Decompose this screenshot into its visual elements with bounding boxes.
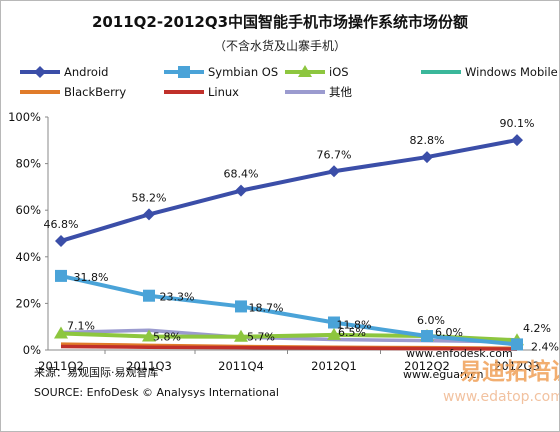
legend-item: Symbian OS [164, 65, 278, 79]
data-point [511, 134, 523, 147]
legend-marker [298, 65, 312, 77]
x-tick-label: 2012Q1 [311, 359, 357, 373]
data-label: 46.8% [44, 218, 79, 231]
legend-item: Linux [164, 85, 239, 99]
x-tick-label: 2011Q3 [126, 359, 172, 373]
x-tick-label: 2012Q2 [404, 359, 450, 373]
data-label: 31.8% [74, 271, 109, 284]
y-tick-label: 80% [15, 157, 41, 171]
data-label: 58.2% [132, 191, 167, 204]
data-labels: 46.8% 58.2% 68.4% 76.7% 82.8% 90.1% 31.8% 23.3%… [44, 117, 559, 353]
y-tick-label: 0% [23, 343, 41, 357]
x-tick-label: 2011Q4 [218, 359, 264, 373]
y-tick-label: 100% [8, 110, 41, 124]
data-label: 6.5% [338, 326, 366, 339]
data-label: 4.2% [523, 322, 551, 335]
data-point [328, 316, 340, 329]
data-label: 82.8% [410, 134, 445, 147]
watermark-url: www.edatop.com [443, 389, 559, 405]
legend-label: BlackBerry [64, 85, 126, 99]
data-point [142, 329, 156, 342]
data-point [235, 300, 247, 313]
legend-item: Windows Mobile [421, 65, 558, 79]
site-mid: www.enfodesk.com [406, 347, 513, 360]
data-label: 6.0% [417, 314, 445, 327]
legend-marker [34, 66, 46, 78]
watermark-text: 易迪拓培训 [459, 358, 559, 385]
x-tick-label: 2011Q2 [38, 359, 84, 373]
legend-label: Windows Mobile [465, 65, 558, 79]
legend-label: iOS [329, 65, 349, 79]
legend-label: Linux [208, 85, 239, 99]
y-axis-ticks: 0% 20% 40% 60% 80% 100% [8, 110, 48, 357]
x-tick-label: 2012Q3 [494, 359, 540, 373]
series-line [60, 273, 518, 347]
data-point [54, 326, 68, 339]
source-en: SOURCE: EnfoDesk © Analysys Internationa… [34, 386, 279, 399]
data-label: 7.1% [67, 319, 95, 332]
legend-item: Android [20, 65, 108, 79]
data-label: 90.1% [500, 117, 535, 130]
data-label: 2.4% [531, 340, 559, 353]
series-group [54, 134, 524, 351]
data-point [235, 184, 247, 197]
data-point [55, 269, 67, 282]
legend-item: 其他 [285, 85, 352, 99]
series-line [60, 138, 518, 243]
legend-label: 其他 [329, 85, 352, 99]
data-point [421, 151, 433, 164]
y-tick-label: 20% [15, 296, 41, 310]
legend-label: Android [64, 65, 108, 79]
data-point [55, 234, 67, 247]
data-label: 6.0% [435, 326, 463, 339]
y-tick-label: 60% [15, 203, 41, 217]
chart-subtitle: （不含水货及山寨手机） [214, 38, 346, 53]
data-point [328, 165, 340, 178]
series-line [60, 328, 518, 344]
legend: Android Symbian OS iOS Windows Mobile BlackB… [20, 65, 558, 99]
data-point [327, 327, 341, 340]
series-line [60, 344, 518, 351]
legend-label: Symbian OS [208, 65, 278, 79]
x-axis-ticks: 2011Q2 2011Q3 2011Q4 2012Q1 2012Q2 2012Q3 [38, 350, 540, 373]
data-point [143, 208, 155, 221]
data-label: 23.3% [160, 291, 195, 304]
data-label: 11.8% [337, 319, 372, 332]
source-cn: 来源：易观国际·易观智库 [34, 365, 159, 379]
legend-item: iOS [285, 65, 349, 79]
data-point [421, 330, 433, 343]
site-bottom: www.eguan.cn [403, 368, 483, 381]
data-label: 18.7% [249, 301, 284, 314]
chart-title: 2011Q2-2012Q3中国智能手机市场操作系统市场份额 [92, 13, 468, 31]
y-tick-label: 40% [15, 250, 41, 264]
data-point [511, 338, 523, 351]
legend-marker [178, 66, 190, 78]
data-point [234, 329, 248, 342]
data-label: 5.8% [153, 330, 181, 343]
data-label: 5.7% [247, 331, 275, 344]
data-point [143, 289, 155, 302]
data-label: 68.4% [224, 168, 259, 181]
data-label: 76.7% [317, 148, 352, 161]
legend-item: BlackBerry [20, 85, 126, 99]
